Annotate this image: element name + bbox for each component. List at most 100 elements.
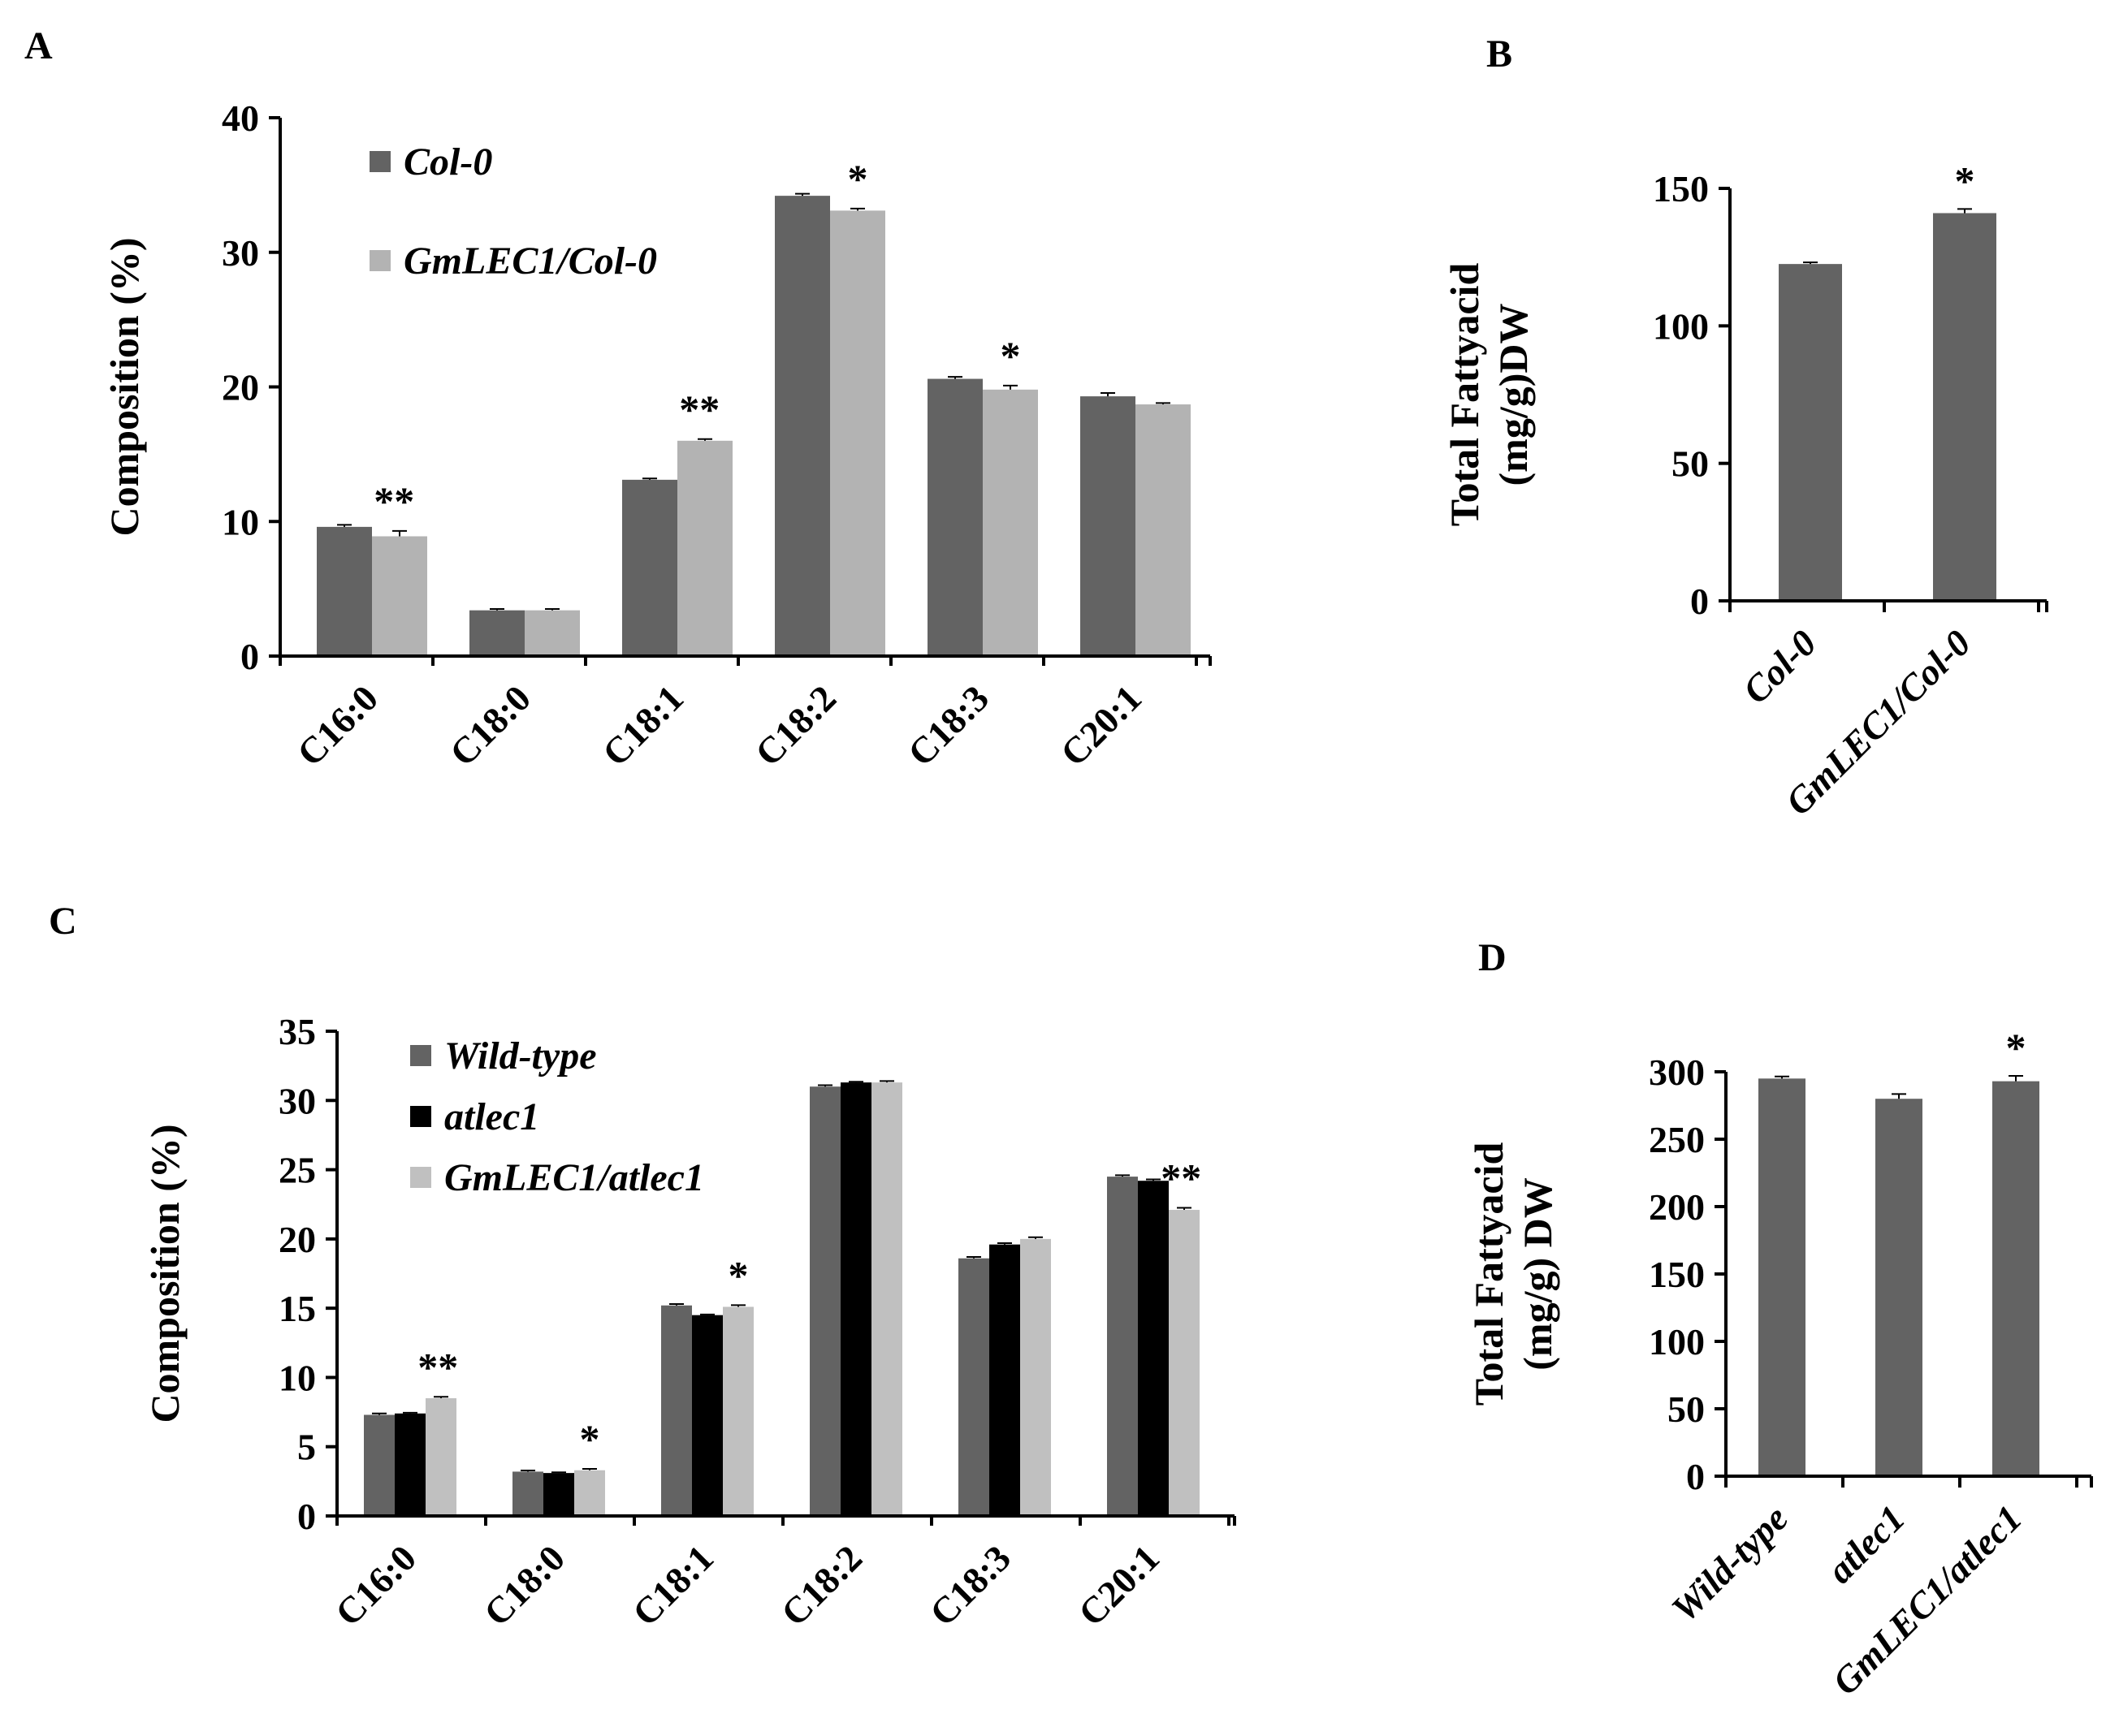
y-tick-label: 20 <box>222 367 259 408</box>
bar <box>841 1082 871 1516</box>
significance-mark: * <box>2006 1025 2026 1070</box>
legend-swatch <box>370 250 391 271</box>
y-tick-label: 35 <box>279 1011 316 1052</box>
y-tick-label: 10 <box>279 1357 316 1398</box>
x-tick-label: C20:1 <box>1070 1537 1167 1634</box>
y-tick-label: 50 <box>1667 1388 1705 1430</box>
significance-mark: * <box>1955 158 1975 203</box>
y-tick-label: 150 <box>1649 1254 1705 1295</box>
y-tick-label: 100 <box>1653 305 1709 347</box>
y-tick-label: 25 <box>279 1150 316 1191</box>
y-axis-title: Total Fattyacid <box>1442 263 1487 527</box>
bar <box>1107 1177 1138 1516</box>
x-tick-label: C18:3 <box>922 1537 1018 1634</box>
bar <box>1020 1238 1051 1516</box>
y-tick-label: 0 <box>297 1496 316 1537</box>
y-tick-label: 250 <box>1649 1119 1705 1160</box>
legend-label: Col-0 <box>404 140 492 184</box>
y-tick-label: 200 <box>1649 1186 1705 1228</box>
panel-c: C 0 5 10 15 20 25 30 35 C16:0 C18:0 C18:1 C18:2 C18:3… <box>49 900 1236 1634</box>
bar <box>364 1414 395 1516</box>
y-tick-label: 30 <box>279 1080 316 1121</box>
x-tick-label: C16:0 <box>327 1537 424 1634</box>
bar <box>1933 213 1996 601</box>
legend-swatch <box>410 1045 431 1066</box>
y-tick-label: 5 <box>297 1427 316 1468</box>
y-axis-title: Composition (%) <box>102 237 147 536</box>
bar <box>692 1315 723 1516</box>
bar <box>317 526 372 656</box>
legend-swatch <box>370 151 391 172</box>
legend-label: GmLEC1/atlec1 <box>444 1156 704 1199</box>
y-tick-label: 0 <box>1686 1456 1705 1497</box>
significance-mark: ** <box>374 478 414 524</box>
x-tick-label: C18:3 <box>900 677 997 774</box>
bar <box>661 1305 692 1516</box>
bar <box>1992 1081 2039 1476</box>
significance-mark: * <box>580 1416 600 1462</box>
bar <box>469 610 525 656</box>
legend-swatch <box>410 1167 431 1188</box>
y-axis-title: Total Fattyacid <box>1466 1142 1511 1406</box>
y-tick-label: 150 <box>1653 168 1709 209</box>
bar <box>1758 1078 1805 1476</box>
x-tick-label: C18:1 <box>595 677 691 774</box>
bar <box>928 378 983 656</box>
x-tick-label: C18:0 <box>442 677 538 774</box>
x-tick-label: C18:0 <box>476 1537 573 1634</box>
bar <box>958 1258 989 1516</box>
significance-mark: ** <box>679 386 720 432</box>
bar <box>989 1244 1020 1516</box>
legend-label: Wild-type <box>444 1034 597 1077</box>
bar <box>426 1398 456 1516</box>
panel-letter-b: B <box>1486 32 1512 76</box>
bar <box>1875 1099 1922 1476</box>
bar <box>810 1086 841 1516</box>
bar <box>1135 404 1191 656</box>
y-tick-label: 0 <box>1690 581 1709 622</box>
x-tick-label: Wild-type <box>1663 1497 1796 1630</box>
legend-swatch <box>410 1106 431 1127</box>
panel-a: A 0 10 20 30 40 C16:0 C18:0 C18:1 C18:2 C18:3 C20:1… <box>24 24 1212 774</box>
y-axis-title: (mg/g)DW <box>1490 304 1536 486</box>
bar <box>723 1306 754 1516</box>
y-tick-label: 300 <box>1649 1052 1705 1093</box>
legend-label: atlec1 <box>444 1095 539 1138</box>
y-tick-label: 30 <box>222 232 259 274</box>
significance-mark: * <box>729 1252 749 1298</box>
panel-letter-c: C <box>49 900 77 943</box>
x-tick-label: C16:0 <box>289 677 386 774</box>
bar <box>1779 264 1842 601</box>
y-tick-label: 15 <box>279 1288 316 1329</box>
bar <box>525 610 580 656</box>
significance-mark: ** <box>1161 1155 1201 1200</box>
y-tick-label: 0 <box>240 636 259 677</box>
bar <box>677 440 733 656</box>
y-axis-title: Composition (%) <box>142 1124 188 1423</box>
x-tick-label: Col-0 <box>1735 622 1824 711</box>
x-tick-label: C18:2 <box>747 677 844 774</box>
bar <box>543 1473 574 1516</box>
legend-label: GmLEC1/Col-0 <box>404 240 657 283</box>
bar <box>1080 396 1135 656</box>
bar <box>871 1082 902 1516</box>
bar <box>830 210 885 656</box>
x-tick-label: atlec1 <box>1819 1497 1914 1591</box>
bar <box>574 1470 605 1516</box>
y-tick-label: 50 <box>1671 443 1709 485</box>
y-axis-title: (mg/g) DW <box>1515 1177 1560 1370</box>
bar <box>512 1471 543 1516</box>
significance-mark: ** <box>417 1344 458 1389</box>
panel-letter-d: D <box>1478 936 1507 979</box>
bar <box>983 389 1038 656</box>
y-tick-label: 100 <box>1649 1321 1705 1362</box>
significance-mark: * <box>1001 333 1021 378</box>
x-tick-label: C18:2 <box>773 1537 870 1634</box>
bar <box>622 479 677 656</box>
y-tick-label: 20 <box>279 1219 316 1260</box>
bar <box>775 196 830 656</box>
bar <box>1138 1181 1169 1516</box>
bar <box>1169 1210 1200 1516</box>
